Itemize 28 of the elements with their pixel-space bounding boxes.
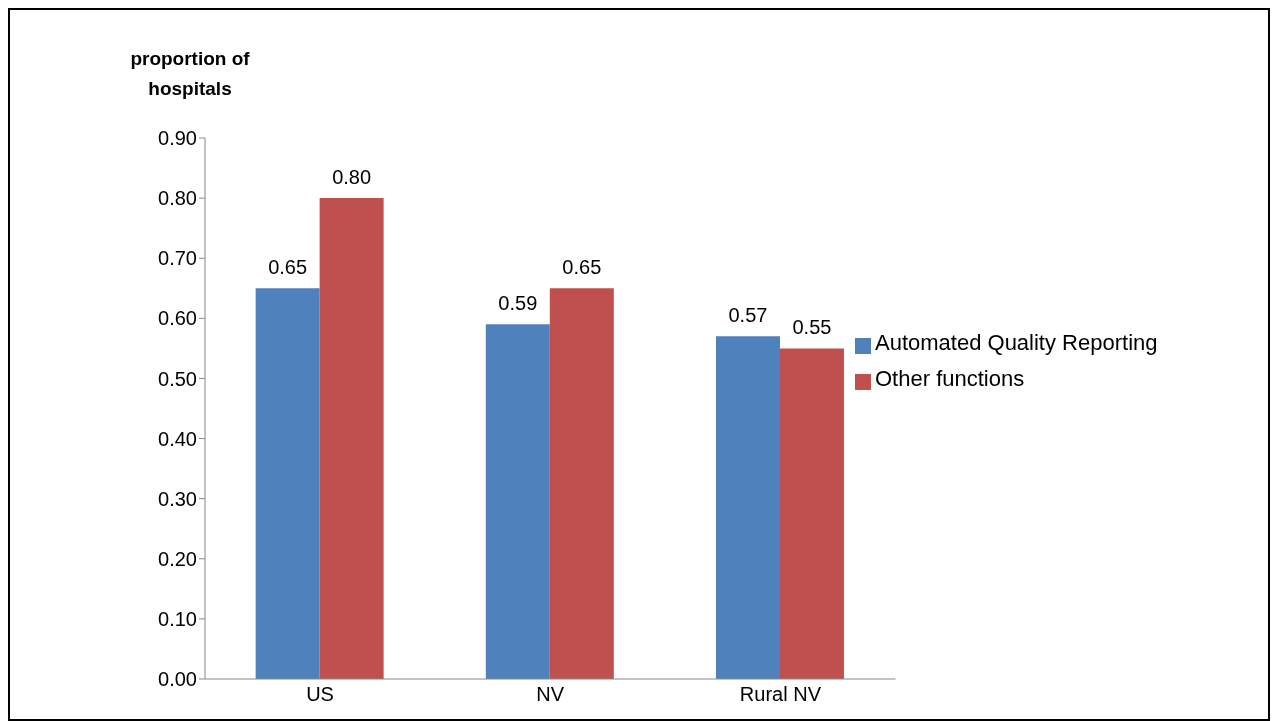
y-axis-title: proportion of hospitals bbox=[129, 47, 251, 101]
bar bbox=[549, 288, 614, 679]
bar bbox=[715, 336, 780, 679]
y-tick-label: 0.70 bbox=[158, 247, 197, 270]
y-tick-label: 0.90 bbox=[158, 127, 197, 150]
y-tick-label: 0.40 bbox=[158, 427, 197, 450]
bar bbox=[779, 348, 844, 679]
data-label: 0.59 bbox=[498, 292, 538, 315]
legend-label: Other functions bbox=[875, 366, 1025, 391]
y-tick-label: 0.50 bbox=[158, 367, 197, 390]
x-tick-label: US bbox=[306, 683, 334, 706]
bar bbox=[255, 288, 320, 679]
y-tick-label: 0.20 bbox=[158, 547, 197, 570]
y-tick-label: 0.80 bbox=[158, 187, 197, 210]
bar bbox=[485, 324, 550, 679]
y-tick-label: 0.30 bbox=[158, 487, 197, 510]
y-tick-label: 0.00 bbox=[158, 668, 197, 691]
data-label: 0.65 bbox=[268, 256, 308, 279]
y-tick-label: 0.10 bbox=[158, 607, 197, 630]
x-tick-label: Rural NV bbox=[739, 683, 822, 706]
legend-label: Automated Quality Reporting bbox=[875, 330, 1158, 355]
data-label: 0.80 bbox=[332, 166, 372, 189]
bar bbox=[319, 198, 384, 679]
data-label: 0.55 bbox=[792, 316, 832, 339]
data-label: 0.65 bbox=[562, 256, 602, 279]
y-tick-label: 0.60 bbox=[158, 307, 197, 330]
x-tick-label: NV bbox=[536, 683, 565, 706]
data-label: 0.57 bbox=[728, 304, 768, 327]
